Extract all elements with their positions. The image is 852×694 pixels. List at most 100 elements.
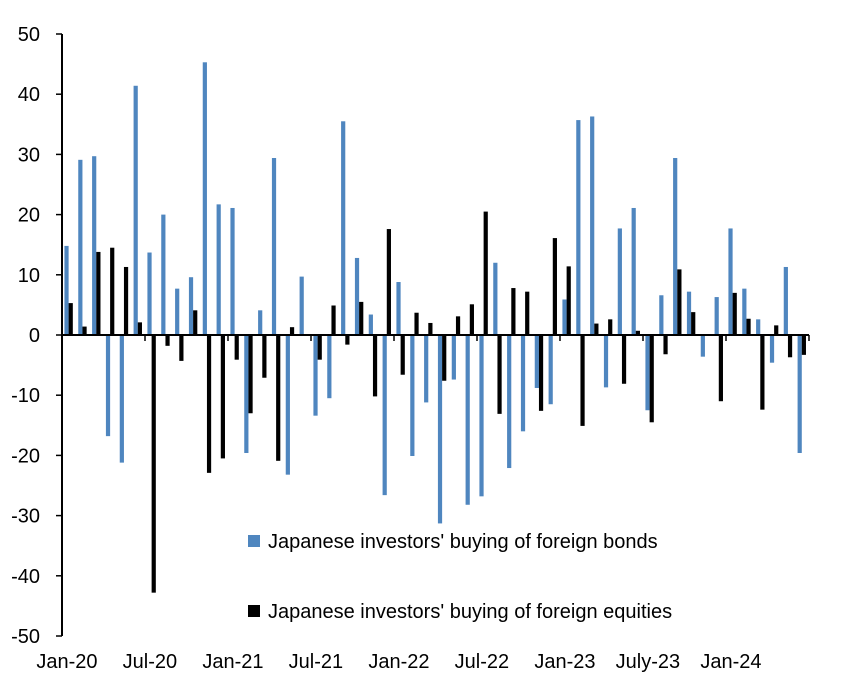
bond-bar-Jul-21 (313, 335, 318, 416)
x-tick-label: Jan-20 (36, 651, 97, 673)
equity-bar-Jul-21 (317, 335, 322, 360)
y-tick-label: -30 (11, 506, 40, 528)
bond-bar-Oct-22 (520, 335, 526, 432)
bond-bar-Nov-20 (202, 62, 207, 335)
x-tick-label: Jan-21 (202, 651, 263, 673)
equity-bar-Feb-24 (746, 318, 751, 335)
bond-bar-Mar-21 (258, 310, 263, 335)
equity-bar-Sep-22 (511, 288, 516, 335)
equity-bar-Mar-24 (760, 335, 765, 410)
bond-bar-Aug-23 (659, 295, 664, 335)
bond-bar-Jan-24 (728, 228, 733, 335)
y-tick-label: -50 (11, 626, 40, 648)
equity-bar-Aug-23 (663, 335, 668, 355)
equity-bar-May-21 (289, 327, 295, 335)
equity-bar-Sep-23 (677, 269, 682, 335)
bond-bar-Jan-22 (396, 282, 401, 335)
y-tick-label: 50 (18, 24, 40, 46)
bond-bar-Jul-20 (147, 252, 152, 335)
bond-bar-Feb-20 (78, 159, 83, 335)
equity-bar-Oct-21 (359, 301, 364, 335)
equity-bar-Mar-22 (428, 322, 433, 335)
bond-bar-May-20 (119, 335, 124, 463)
y-tick-label: 0 (29, 325, 40, 347)
bond-bar-Sep-23 (673, 158, 678, 335)
bond-bar-Mar-22 (424, 335, 429, 403)
bond-bar-May-21 (285, 335, 290, 475)
equity-bar-Jan-21 (234, 335, 239, 360)
y-tick-label: 20 (18, 205, 40, 227)
equity-bar-Feb-23 (580, 335, 585, 426)
equity-bar-Nov-22 (538, 335, 544, 411)
equity-bar-Apr-20 (110, 247, 115, 335)
bond-bar-Nov-22 (534, 335, 539, 388)
equity-bar-Sep-20 (179, 335, 184, 361)
equity-bar-Jan-22 (400, 335, 405, 375)
bond-bar-Nov-21 (368, 314, 373, 335)
equity-bar-Aug-21 (331, 305, 336, 335)
equity-bar-Jun-22 (469, 304, 474, 335)
y-tick-label: -20 (11, 445, 40, 467)
legend-label-equities: Japanese investors' buying of foreign eq… (268, 601, 672, 623)
bond-bar-Oct-21 (354, 257, 360, 335)
equity-bar-Feb-22 (414, 312, 419, 335)
equity-bar-May-22 (455, 316, 461, 335)
equity-bar-Jan-23 (566, 266, 571, 335)
equity-bar-Oct-22 (525, 291, 530, 335)
x-tick-label: Jan-22 (368, 651, 429, 673)
x-tick-label: Jul-21 (289, 651, 343, 673)
x-tick-label: Jan-24 (700, 651, 761, 673)
bond-bar-Jun-21 (299, 276, 304, 335)
equity-bar-May-20 (123, 266, 129, 335)
bond-bar-Nov-23 (700, 335, 705, 357)
equity-bar-Apr-23 (608, 319, 613, 335)
equity-bar-Oct-23 (691, 312, 696, 335)
equity-bar-Dec-22 (552, 238, 557, 335)
bond-bar-Jan-21 (230, 207, 235, 335)
bond-bar-Jun-24 (797, 335, 802, 453)
bond-bar-May-22 (451, 335, 456, 380)
equity-bar-Jan-20 (68, 303, 73, 335)
bond-bar-Aug-21 (327, 335, 332, 399)
bond-bar-Apr-20 (105, 335, 111, 437)
equity-bar-Jul-23 (649, 335, 654, 423)
equity-bar-Apr-21 (276, 335, 281, 461)
equity-bar-Feb-21 (248, 335, 253, 414)
equity-bar-Apr-22 (442, 335, 447, 381)
x-tick-label: Jul-20 (123, 651, 177, 673)
bond-bar-Aug-20 (161, 214, 166, 335)
equity-bar-Oct-20 (193, 310, 198, 335)
bond-bar-Feb-22 (410, 335, 415, 457)
equity-bar-Sep-21 (345, 335, 350, 345)
bond-bar-Oct-23 (686, 291, 692, 335)
bond-bar-Dec-22 (548, 335, 553, 405)
equity-bar-Aug-22 (497, 335, 502, 414)
bond-bar-Sep-22 (507, 335, 512, 469)
bond-bar-Aug-22 (493, 262, 498, 335)
bond-bar-May-24 (783, 266, 788, 335)
equity-bar-Dec-20 (220, 335, 225, 459)
bond-bar-Apr-23 (603, 335, 609, 388)
bond-bar-Jul-22 (479, 335, 484, 497)
y-tick-label: 40 (18, 84, 40, 106)
legend-swatch-equities (248, 605, 260, 617)
equity-bar-Nov-21 (372, 335, 378, 397)
equity-bar-May-24 (787, 335, 793, 358)
equity-bar-Apr-24 (774, 325, 779, 335)
bond-bar-Mar-20 (92, 156, 97, 335)
bars-layer (64, 62, 806, 593)
bond-bar-Apr-24 (769, 335, 775, 363)
legend-label-bonds: Japanese investors' buying of foreign bo… (268, 531, 658, 553)
x-tick-label: Jan-23 (534, 651, 595, 673)
equity-bar-Jun-24 (801, 335, 806, 355)
equity-bar-Jul-22 (483, 211, 488, 335)
equity-bar-Jun-23 (635, 330, 640, 335)
axes-layer: 50 40 30 20 10 0 -10 -20 -30 -40 -50 Jan-20 Jul-20 Ja… (11, 24, 810, 673)
bond-bar-Jan-23 (562, 299, 567, 335)
x-tick-label: Jul-22 (455, 651, 509, 673)
bond-bar-May-23 (617, 228, 622, 335)
equity-bar-Nov-20 (206, 335, 212, 473)
bond-bar-Sep-21 (341, 121, 346, 335)
equity-bar-Dec-23 (718, 335, 723, 402)
bond-bar-Sep-20 (175, 288, 180, 335)
